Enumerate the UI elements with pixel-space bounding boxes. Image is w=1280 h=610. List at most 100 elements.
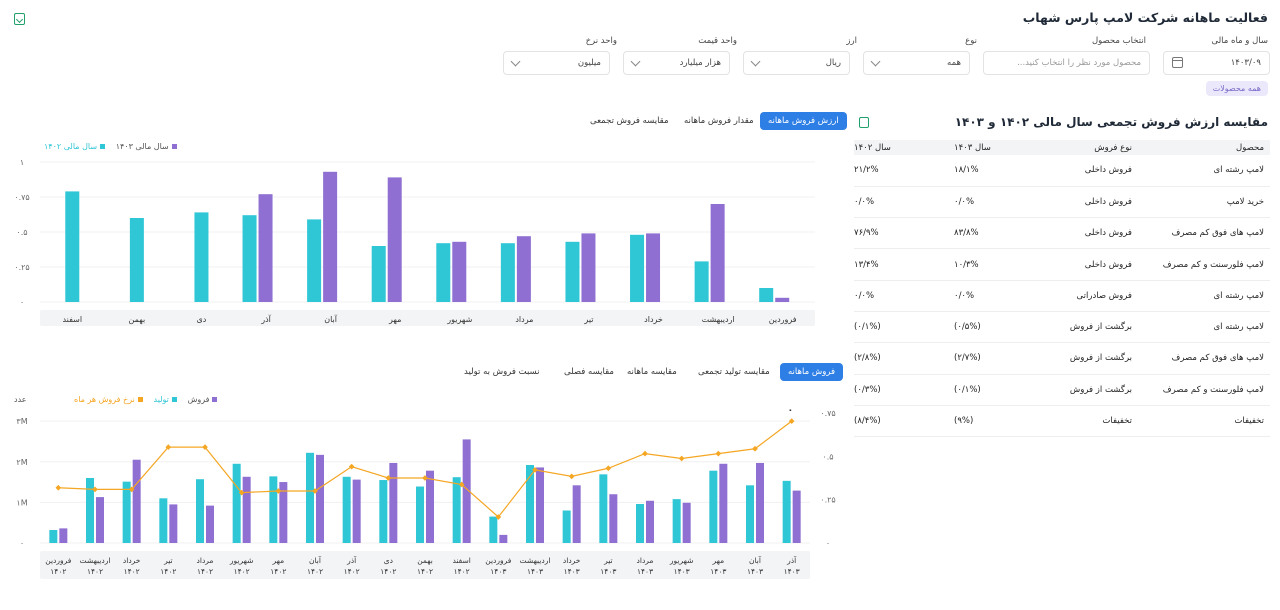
product-cell: خرید لامپ bbox=[1138, 186, 1270, 219]
x-tick-label: آذر bbox=[260, 314, 271, 324]
legend-item-1402[interactable]: سال مالی ۱۴۰۲ bbox=[44, 142, 108, 151]
chevron-down-icon bbox=[750, 56, 761, 67]
legend-item-production[interactable]: تولید bbox=[154, 395, 180, 404]
value-1403-cell: ۰/۰% bbox=[948, 186, 1020, 219]
product-cell: لامپ فلورسنت و کم مصرف bbox=[1138, 248, 1270, 281]
tab-cumulative-production[interactable]: مقایسه تولید تجمعی bbox=[698, 367, 770, 377]
value-1403-cell: ۱۸/۱% bbox=[948, 155, 1020, 187]
bar-production bbox=[416, 486, 424, 543]
legend-item-sales[interactable]: فروش bbox=[188, 395, 221, 404]
column-header-product[interactable]: محصول bbox=[1138, 140, 1270, 155]
tab-monthly-sales-quantity[interactable]: مقدار فروش ماهانه bbox=[684, 116, 754, 126]
value-1403-cell: (۲/۷%) bbox=[948, 342, 1020, 375]
x-tick-label: اسفند bbox=[62, 315, 82, 324]
currency-label: ارز bbox=[846, 36, 857, 46]
bar-1403 bbox=[775, 297, 790, 302]
x-tick-label: مهر bbox=[272, 556, 285, 565]
legend-item-rate[interactable]: نرخ فروش هر ماه bbox=[74, 395, 146, 404]
product-cell: لامپ رشته ای bbox=[1138, 280, 1270, 312]
x-tick-label-year: ۱۴۰۳ bbox=[490, 567, 506, 576]
tab-seasonal-comparison[interactable]: مقایسه فصلی bbox=[564, 367, 614, 377]
top-chart: ۰ ۰.۲۵ ۰.۵ ۰.۷۵ ۱ فروردین اردیبهشت خرداد تیر مردا… bbox=[14, 158, 815, 326]
bar-sales bbox=[719, 463, 728, 543]
bar-sales bbox=[59, 528, 68, 543]
tab-monthly-comparison[interactable]: مقایسه ماهانه bbox=[627, 367, 677, 377]
rate-point bbox=[715, 450, 722, 457]
x-tick-label-year: ۱۴۰۲ bbox=[160, 567, 176, 576]
tab-sales-to-production[interactable]: نسبت فروش به تولید bbox=[464, 367, 540, 377]
bar-1402 bbox=[565, 241, 580, 302]
value-1402-cell: ۱۳/۴% bbox=[854, 248, 948, 281]
calendar-icon bbox=[1172, 57, 1183, 68]
sale-type-cell: فروش داخلی bbox=[1020, 155, 1138, 187]
x-tick-label-year: ۱۴۰۲ bbox=[234, 567, 250, 576]
sale-type-cell: برگشت از فروش bbox=[1020, 374, 1138, 406]
value-1403-cell: (۰/۵%) bbox=[948, 311, 1020, 344]
bar-1402 bbox=[129, 218, 144, 302]
bar-1402 bbox=[630, 234, 645, 302]
rate-annotation: ۰ bbox=[788, 406, 794, 416]
bar-production bbox=[342, 476, 351, 543]
x-tick-label: تیر bbox=[163, 556, 173, 565]
bar-production bbox=[562, 510, 571, 543]
price-unit-select[interactable]: هزار میلیارد bbox=[623, 51, 730, 75]
y-tick-label: ۰.۲۵ bbox=[14, 263, 29, 272]
column-header-1403[interactable]: سال ۱۴۰۳ bbox=[948, 140, 1020, 155]
x-tick-label: دی bbox=[384, 556, 393, 565]
x-tick-label: مرداد bbox=[197, 556, 214, 565]
x-tick-label: خرداد bbox=[563, 556, 581, 565]
value-1402-cell: ۰/۰% bbox=[854, 186, 948, 219]
y-tick-label: ۰ bbox=[20, 298, 24, 307]
x-tick-label: فروردین bbox=[45, 556, 72, 565]
rate-point bbox=[788, 418, 795, 424]
bar-1402 bbox=[242, 215, 257, 302]
column-header-sale-type[interactable]: نوع فروش bbox=[1020, 140, 1138, 155]
legend-label-sales: فروش bbox=[187, 395, 210, 404]
bar-production bbox=[269, 476, 278, 543]
all-products-chip[interactable]: همه محصولات bbox=[1205, 81, 1268, 96]
tab-monthly-sales[interactable]: فروش ماهانه bbox=[780, 363, 844, 381]
bar-1402 bbox=[194, 212, 209, 302]
x-tick-label-year: ۱۴۰۳ bbox=[747, 567, 763, 576]
rate-point bbox=[495, 514, 502, 520]
value-1403-cell: ۸۳/۸% bbox=[948, 217, 1020, 250]
excel-export-icon[interactable] bbox=[859, 117, 869, 128]
tab-monthly-sales-value[interactable]: ارزش فروش ماهانه bbox=[760, 112, 847, 130]
type-select[interactable]: همه bbox=[863, 51, 970, 75]
legend-label-production: تولید bbox=[153, 395, 169, 404]
fiscal-date-picker[interactable]: ۱۴۰۳/۰۹ bbox=[1163, 51, 1270, 75]
rate-point bbox=[642, 450, 648, 457]
currency-value: ریال bbox=[825, 58, 841, 68]
legend-label-1402: سال مالی ۱۴۰۲ bbox=[44, 142, 98, 151]
column-header-1402[interactable]: سال ۱۴۰۲ bbox=[854, 140, 948, 155]
value-1402-cell: ۰/۰% bbox=[854, 280, 948, 312]
bar-1402 bbox=[307, 219, 322, 302]
table-header-row: محصول نوع فروش سال ۱۴۰۳ سال ۱۴۰۲ bbox=[854, 140, 1270, 155]
rate-point bbox=[128, 486, 135, 493]
table-row: لامپ فلورسنت و کم مصرف فروش داخلی ۱۰/۳% ۱۳/… bbox=[854, 248, 1270, 281]
rate-unit-select[interactable]: میلیون bbox=[503, 51, 610, 75]
bar-sales bbox=[316, 454, 324, 543]
x-tick-label-year: ۱۴۰۲ bbox=[197, 567, 213, 576]
y-left-tick-label: ۳M bbox=[16, 417, 27, 426]
bar-sales bbox=[572, 485, 581, 543]
x-tick-label: آبان bbox=[324, 314, 338, 324]
table-row: لامپ های فوق کم مصرف فروش داخلی ۸۳/۸% ۷۶/۹% bbox=[854, 217, 1270, 250]
x-tick-label: تیر bbox=[603, 556, 613, 565]
bar-production bbox=[452, 477, 461, 543]
bar-sales bbox=[646, 500, 654, 543]
sale-type-cell: فروش داخلی bbox=[1020, 186, 1138, 219]
excel-export-icon[interactable] bbox=[14, 13, 25, 25]
x-tick-label: خرداد bbox=[644, 315, 663, 324]
tab-cumulative-sales-comparison[interactable]: مقایسه فروش تجمعی bbox=[590, 116, 669, 126]
x-tick-label-year: ۱۴۰۳ bbox=[784, 567, 800, 576]
product-select[interactable]: محصول مورد نظر را انتخاب کنید... bbox=[983, 51, 1150, 75]
x-tick-label-year: ۱۴۰۲ bbox=[417, 567, 433, 576]
bar-sales bbox=[426, 470, 434, 543]
y-axis-unit: عدد bbox=[14, 395, 27, 404]
currency-select[interactable]: ریال bbox=[743, 51, 850, 75]
legend-item-1403[interactable]: سال مالی ۱۴۰۳ bbox=[116, 142, 180, 151]
table-row: لامپ رشته ای فروش صادراتی ۰/۰% ۰/۰% bbox=[854, 280, 1270, 312]
value-1402-cell: (۰/۳%) bbox=[854, 374, 948, 406]
y-tick-label: ۰.۷۵ bbox=[14, 193, 29, 202]
